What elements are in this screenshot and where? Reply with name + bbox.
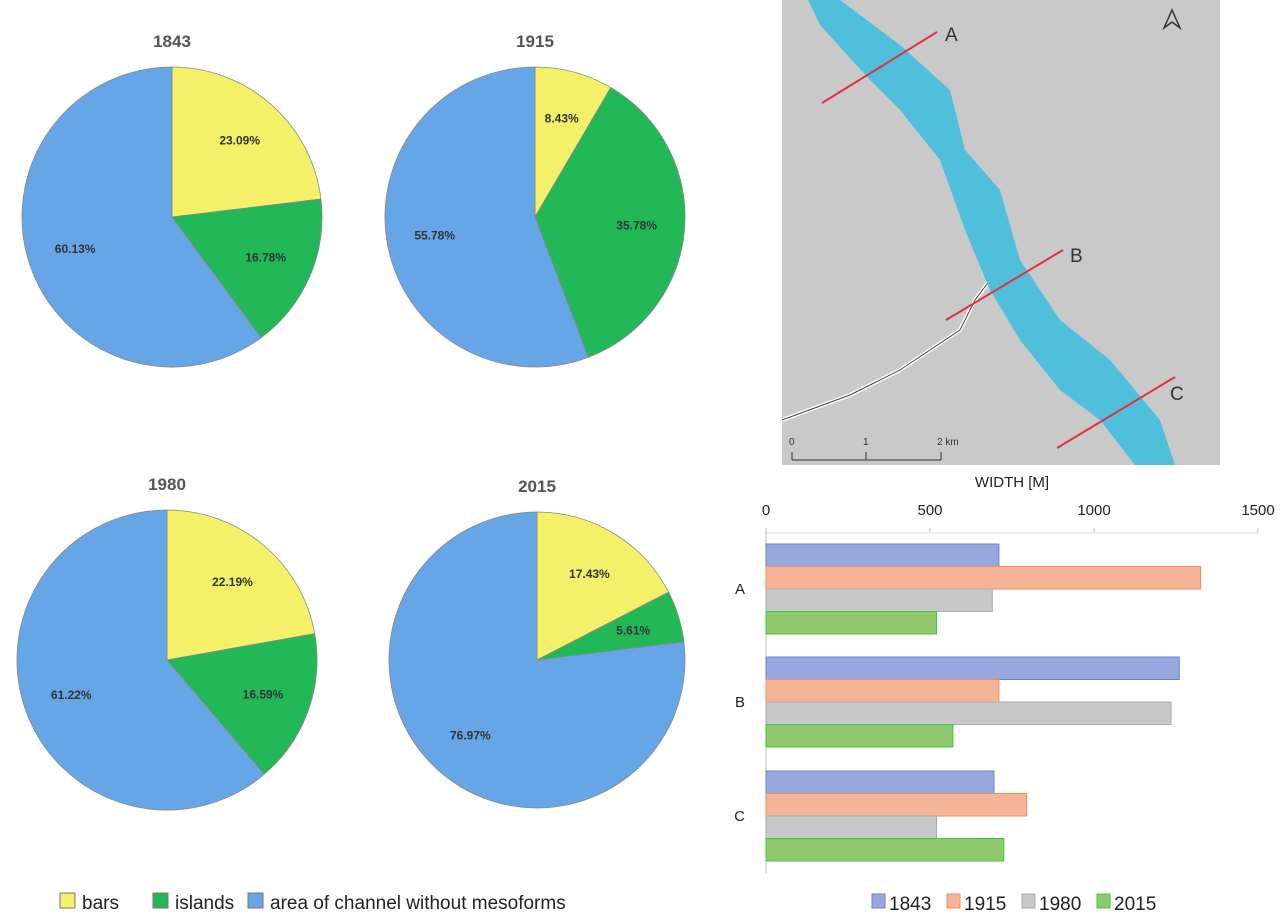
- category-label: C: [734, 808, 745, 825]
- scale-label: 0: [789, 437, 795, 448]
- x-tick-label: 1000: [1077, 502, 1110, 519]
- pie-slice-area: [16, 509, 265, 811]
- x-tick-label: 500: [917, 502, 942, 519]
- pie-data-label: 35.78%: [616, 218, 657, 232]
- x-tick-label: 0: [762, 502, 770, 519]
- legend-label: bars: [82, 893, 119, 914]
- cross-section-line: [821, 31, 938, 104]
- cross-section-label: A: [945, 25, 958, 46]
- river: [808, 0, 1175, 465]
- bar-B-1843: [765, 656, 1180, 680]
- bar-A-1915: [765, 566, 1202, 590]
- scale-label: 2 km: [937, 437, 959, 448]
- pie-slice-islands: [171, 198, 323, 339]
- legend-swatch: [59, 892, 76, 909]
- pie-slice-area: [21, 66, 262, 368]
- bar-C-1915: [765, 793, 1028, 817]
- legend-label: 1915: [964, 894, 1006, 915]
- legend-swatch: [247, 892, 264, 909]
- pie-slice-bars: [171, 66, 322, 218]
- bar-B-1980: [765, 701, 1172, 725]
- pie-title: 1980: [148, 475, 186, 494]
- category-label: A: [735, 581, 745, 598]
- legend-label: 1843: [889, 894, 931, 915]
- cross-section-label: B: [1070, 246, 1083, 267]
- legend-swatch: [946, 893, 961, 909]
- bar-C-1843: [765, 770, 995, 794]
- category-label: B: [735, 694, 745, 711]
- pie-data-label: 61.22%: [51, 688, 92, 702]
- pie-slice-bars: [536, 511, 670, 661]
- pie-data-label: 23.09%: [219, 134, 260, 148]
- cross-section-line: [945, 249, 1064, 321]
- pie-data-label: 60.13%: [55, 242, 96, 256]
- bar-A-1980: [765, 588, 993, 612]
- bar-C-2015: [765, 838, 1005, 862]
- pie-title: 1843: [153, 32, 191, 51]
- pie-slice-area: [388, 511, 686, 809]
- pie-slice-islands: [166, 633, 318, 775]
- legends: bars islands area of channel without mesof…: [59, 892, 1156, 915]
- pie-data-label: 76.97%: [450, 728, 491, 742]
- pie-data-label: 5.61%: [616, 623, 650, 637]
- legend-swatch: [1096, 893, 1111, 909]
- legend-swatch: [871, 893, 886, 909]
- legend-label: islands: [175, 893, 234, 914]
- pie-title: 2015: [518, 477, 556, 496]
- pie-data-label: 16.59%: [243, 687, 284, 701]
- scale-label: 1: [863, 437, 869, 448]
- bar-B-2015: [765, 724, 954, 748]
- legend-swatch: [1021, 893, 1036, 909]
- pie-data-label: 55.78%: [414, 228, 455, 242]
- pie-charts: 1843 23.09% 16.78% 60.13% 1915 8.43% 35.78% 55.…: [16, 32, 686, 811]
- pie-title: 1915: [516, 32, 554, 51]
- legend-label: 2015: [1114, 894, 1156, 915]
- bar-A-1843: [765, 543, 1000, 567]
- bar-C-1980: [765, 815, 938, 839]
- x-tick-label: 1500: [1241, 502, 1274, 519]
- legend-swatch: [152, 892, 169, 909]
- pie-slice-area: [384, 66, 589, 368]
- pie-slice-islands: [534, 87, 686, 358]
- bar-A-2015: [765, 611, 938, 635]
- pie-data-label: 16.78%: [245, 250, 286, 264]
- pie-data-label: 17.43%: [569, 567, 610, 581]
- map: A B C 0 1 2 km: [781, 0, 1220, 465]
- legend-label: 1980: [1039, 894, 1081, 915]
- cross-section-line: [1056, 376, 1176, 449]
- bar-B-1915: [765, 679, 1000, 703]
- pie-data-label: 8.43%: [545, 112, 579, 126]
- pie-data-label: 22.19%: [212, 575, 253, 589]
- legend-label: area of channel without mesoforms: [270, 893, 566, 914]
- north-arrow-icon: [1162, 8, 1182, 31]
- x-axis-title: WIDTH [M]: [975, 474, 1049, 491]
- bar-chart: WIDTH [M] 0 500 1000 1500 A B C: [734, 474, 1275, 873]
- cross-sections: A B C: [821, 25, 1184, 449]
- cross-section-label: C: [1170, 384, 1184, 405]
- pie-slice-bars: [166, 509, 316, 661]
